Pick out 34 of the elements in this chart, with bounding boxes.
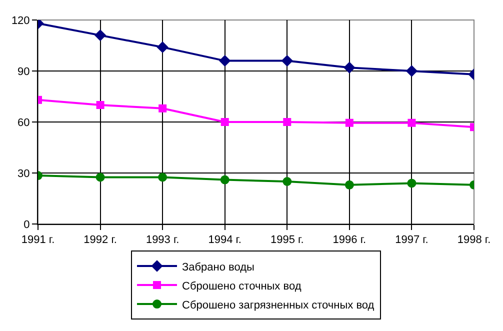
point <box>96 172 105 182</box>
x-tick-label: 1996 г. <box>332 234 366 246</box>
x-tick-label: 1995 г. <box>270 234 304 246</box>
point <box>220 118 229 126</box>
x-tick-label: 1993 г. <box>146 234 180 246</box>
point <box>94 29 106 42</box>
y-tick-label: 30 <box>18 168 30 180</box>
point <box>408 118 416 127</box>
legend-label: Забрано воды <box>182 261 255 274</box>
x-tick-label: 1991 г. <box>21 234 55 246</box>
y-tick-label: 0 <box>24 218 30 231</box>
point <box>345 118 354 127</box>
y-tick-label: 60 <box>18 116 30 129</box>
legend-label: Сброшено загрязненных сточных вод <box>182 299 375 312</box>
point <box>156 41 168 54</box>
point <box>282 177 292 186</box>
x-tick-label: 1998 г. <box>457 234 491 246</box>
point <box>220 175 230 184</box>
x-tick-label: 1997 г. <box>395 234 428 246</box>
point <box>407 178 416 188</box>
point <box>344 62 356 74</box>
x-tick-label: 1992 г. <box>84 234 117 246</box>
y-tick-label: 90 <box>18 66 30 78</box>
point <box>96 101 104 109</box>
point <box>283 118 292 126</box>
point <box>406 65 418 77</box>
legend-label: Сброшено сточных вод <box>182 280 302 292</box>
point <box>281 54 293 67</box>
point <box>158 172 168 182</box>
y-tick-label: 120 <box>11 14 30 27</box>
point <box>219 54 231 67</box>
point <box>158 104 167 112</box>
x-tick-label: 1994 г. <box>208 234 242 246</box>
point <box>344 180 354 190</box>
